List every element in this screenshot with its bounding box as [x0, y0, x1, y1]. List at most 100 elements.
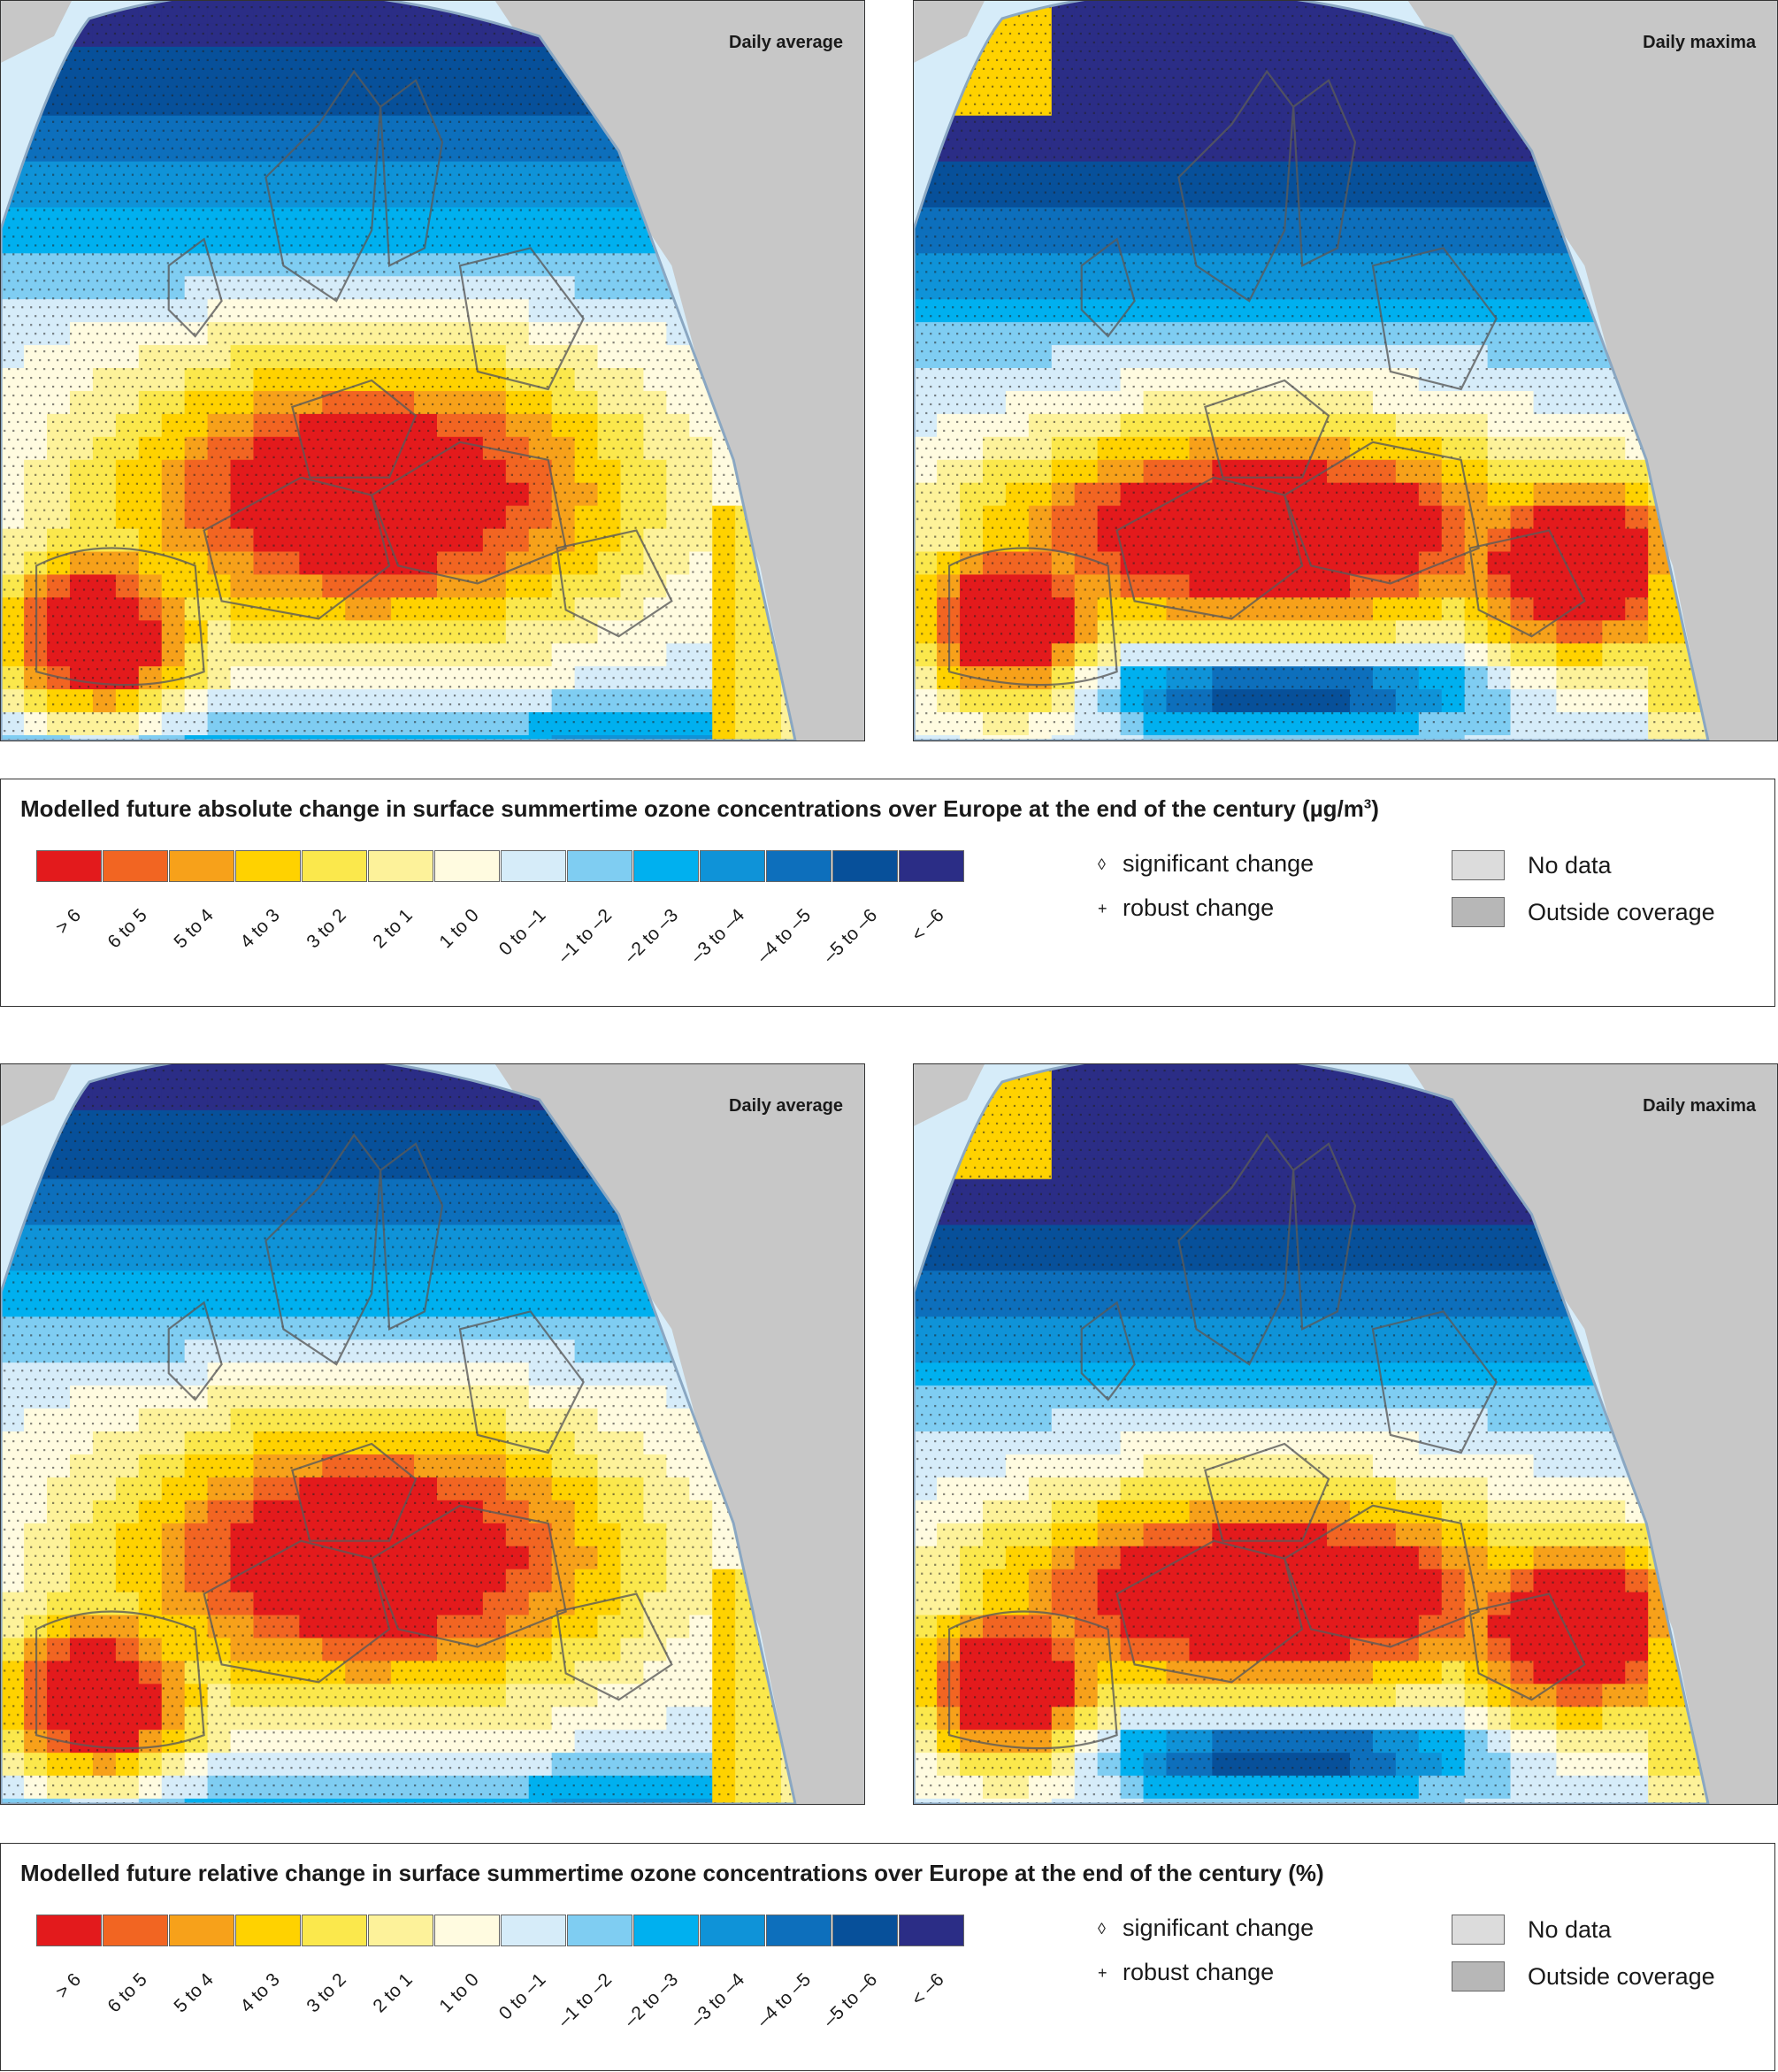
scale-swatch	[700, 1915, 765, 1946]
map-label: Daily average	[729, 33, 843, 53]
color-scale	[36, 1915, 965, 1946]
model-domain	[1, 1064, 796, 1804]
diamond-icon: ◊	[1098, 1920, 1123, 1938]
outside-land	[1407, 1, 1777, 741]
diamond-icon: ◊	[1098, 856, 1123, 874]
scale-swatch	[434, 850, 500, 882]
scale-swatch	[36, 850, 102, 882]
scale-tick-label: –3 to –4	[686, 1969, 749, 2032]
domain-outline	[914, 1, 1710, 741]
significant-change-key: ◊ significant change	[1098, 1915, 1314, 1942]
scale-swatch	[899, 1915, 964, 1946]
scale-tick-label: 0 to –1	[495, 1969, 550, 2024]
scale-swatch	[899, 850, 964, 882]
domain-outline	[914, 1064, 1710, 1804]
outside-land	[914, 1, 985, 63]
country-borders	[947, 69, 1586, 687]
plus-icon: +	[1098, 1964, 1123, 1983]
scale-tick-label: 5 to 4	[171, 1969, 218, 2017]
outside-land	[494, 1064, 864, 1804]
scale-tick-label: –2 to –3	[620, 1969, 683, 2032]
scale-swatch	[501, 850, 566, 882]
scale-tick-label: 0 to –1	[495, 905, 550, 960]
map-rel-daily-maxima: Daily maxima	[913, 1063, 1778, 1805]
no-data-swatch	[1452, 1915, 1505, 1945]
scale-swatch	[567, 1915, 632, 1946]
map-svg	[914, 1064, 1777, 1804]
scale-tick-label: –3 to –4	[686, 905, 749, 968]
domain-outline	[1, 1, 797, 741]
outside-coverage-swatch	[1452, 897, 1505, 927]
scale-tick-label: < –6	[908, 905, 948, 946]
outside-land	[1, 1, 72, 63]
scale-tick-label: 1 to 0	[436, 1969, 484, 2017]
scale-swatch	[832, 850, 898, 882]
scale-tick-label: > 6	[52, 1969, 86, 2003]
outside-coverage-key: Outside coverage	[1452, 897, 1715, 927]
map-abs-daily-average: Daily average	[0, 0, 865, 741]
no-data-key: No data	[1452, 1915, 1612, 1945]
no-data-key: No data	[1452, 850, 1612, 880]
map-svg	[914, 1, 1777, 741]
scale-tick-label: –5 to –6	[819, 905, 882, 968]
scale-tick-label: 2 to 1	[370, 1969, 418, 2017]
outside-coverage-key: Outside coverage	[1452, 1961, 1715, 1991]
map-abs-daily-maxima: Daily maxima	[913, 0, 1778, 741]
scale-swatch	[235, 850, 301, 882]
map-label: Daily average	[729, 1096, 843, 1117]
scale-tick-label: 6 to 5	[104, 905, 152, 953]
scale-swatch	[103, 1915, 168, 1946]
scale-tick-label: 4 to 3	[237, 905, 285, 953]
scale-swatch	[633, 850, 699, 882]
scale-swatch	[633, 1915, 699, 1946]
country-borders	[34, 1132, 673, 1750]
scale-tick-label: –2 to –3	[620, 905, 683, 968]
legend-title: Modelled future relative change in surfa…	[20, 1860, 1324, 1887]
scale-tick-label: –4 to –5	[753, 905, 816, 968]
map-svg	[1, 1064, 864, 1804]
scale-tick-label: > 6	[52, 905, 86, 939]
scale-tick-label: 4 to 3	[237, 1969, 285, 2017]
scale-tick-label: –1 to –2	[554, 905, 617, 968]
scale-tick-label: –5 to –6	[819, 1969, 882, 2032]
scale-tick-label: 5 to 4	[171, 905, 218, 953]
robust-change-key: + robust change	[1098, 1959, 1274, 1986]
scale-tick-label: 3 to 2	[303, 905, 351, 953]
scale-swatch	[501, 1915, 566, 1946]
scale-tick-label: 6 to 5	[104, 1969, 152, 2017]
scale-tick-label: –4 to –5	[753, 1969, 816, 2032]
scale-swatch	[832, 1915, 898, 1946]
scale-swatch	[368, 1915, 433, 1946]
scale-swatch	[302, 850, 367, 882]
map-label: Daily maxima	[1643, 1096, 1756, 1117]
scale-swatch	[368, 850, 433, 882]
scale-swatch	[434, 1915, 500, 1946]
country-borders	[34, 69, 673, 687]
scale-swatch	[169, 1915, 234, 1946]
scale-tick-label: –1 to –2	[554, 1969, 617, 2032]
scale-tick-label: 3 to 2	[303, 1969, 351, 2017]
plus-icon: +	[1098, 900, 1123, 918]
map-label: Daily maxima	[1643, 33, 1756, 53]
outside-coverage-swatch	[1452, 1961, 1505, 1991]
scale-swatch	[36, 1915, 102, 1946]
country-borders	[947, 1132, 1586, 1750]
map-svg	[1, 1, 864, 741]
scale-tick-label: 1 to 0	[436, 905, 484, 953]
legend-title: Modelled future absolute change in surfa…	[20, 795, 1379, 823]
scale-swatch	[103, 850, 168, 882]
scale-swatch	[567, 850, 632, 882]
domain-outline	[1, 1064, 797, 1804]
map-rel-daily-average: Daily average	[0, 1063, 865, 1805]
legend-relative: Modelled future relative change in surfa…	[0, 1843, 1775, 2071]
scale-swatch	[235, 1915, 301, 1946]
significant-change-key: ◊ significant change	[1098, 850, 1314, 878]
no-data-swatch	[1452, 850, 1505, 880]
scale-swatch	[700, 850, 765, 882]
scale-tick-label: 2 to 1	[370, 905, 418, 953]
scale-swatch	[766, 850, 832, 882]
color-scale	[36, 850, 965, 882]
scale-swatch	[302, 1915, 367, 1946]
robust-change-key: + robust change	[1098, 894, 1274, 922]
legend-absolute: Modelled future absolute change in surfa…	[0, 779, 1775, 1007]
